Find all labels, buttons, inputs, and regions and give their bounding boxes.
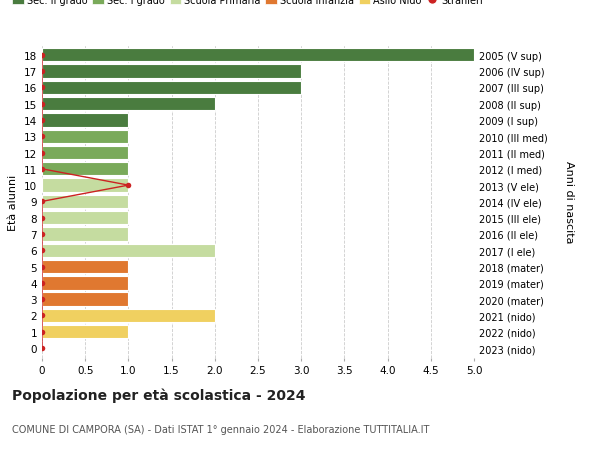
Bar bbox=[42, 309, 215, 322]
Text: COMUNE DI CAMPORA (SA) - Dati ISTAT 1° gennaio 2024 - Elaborazione TUTTITALIA.IT: COMUNE DI CAMPORA (SA) - Dati ISTAT 1° g… bbox=[12, 425, 430, 435]
Bar bbox=[42, 277, 128, 290]
Bar bbox=[42, 244, 215, 257]
Bar bbox=[42, 179, 128, 192]
Bar bbox=[42, 228, 128, 241]
Bar bbox=[42, 49, 474, 62]
Bar bbox=[42, 130, 128, 144]
Bar bbox=[42, 146, 128, 160]
Bar bbox=[42, 163, 128, 176]
Bar bbox=[42, 65, 301, 78]
Y-axis label: Anni di nascita: Anni di nascita bbox=[564, 161, 574, 243]
Legend: Sec. II grado, Sec. I grado, Scuola Primaria, Scuola Infanzia, Asilo Nido, Stran: Sec. II grado, Sec. I grado, Scuola Prim… bbox=[13, 0, 483, 6]
Bar bbox=[42, 293, 128, 306]
Text: Popolazione per età scolastica - 2024: Popolazione per età scolastica - 2024 bbox=[12, 388, 305, 403]
Bar bbox=[42, 212, 128, 225]
Bar bbox=[42, 114, 128, 127]
Bar bbox=[42, 195, 128, 209]
Bar bbox=[42, 82, 301, 95]
Bar bbox=[42, 98, 215, 111]
Bar bbox=[42, 260, 128, 274]
Y-axis label: Età alunni: Età alunni bbox=[8, 174, 19, 230]
Bar bbox=[42, 325, 128, 339]
